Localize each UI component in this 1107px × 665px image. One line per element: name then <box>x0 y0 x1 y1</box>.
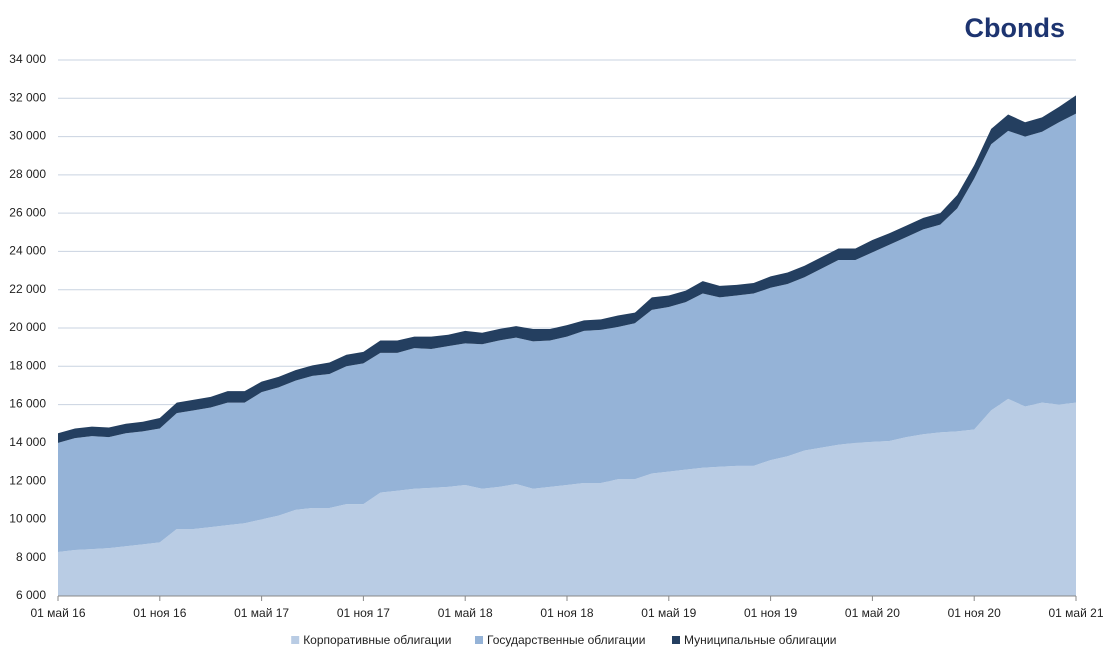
logo: Cbonds <box>965 13 1066 43</box>
legend-label: Муниципальные облигации <box>684 633 837 647</box>
legend: Корпоративные облигации Государственные о… <box>291 633 837 647</box>
y-tick-label: 22 000 <box>9 282 46 296</box>
y-tick-label: 18 000 <box>9 358 46 372</box>
x-tick-label: 01 май 21 <box>1049 606 1104 620</box>
area <box>58 398 1076 596</box>
y-tick-label: 28 000 <box>9 167 46 181</box>
legend-label: Корпоративные облигации <box>303 633 451 647</box>
legend-swatch <box>291 636 300 644</box>
x-tick-label: 01 май 16 <box>31 606 86 620</box>
legend-label: Государственные облигации <box>487 633 645 647</box>
y-tick-label: 20 000 <box>9 320 46 334</box>
y-tick-label: 24 000 <box>9 244 46 258</box>
area <box>58 113 1076 552</box>
y-tick-label: 26 000 <box>9 205 46 219</box>
x-tick-label: 01 ноя 18 <box>540 606 593 620</box>
y-tick-label: 30 000 <box>9 129 46 143</box>
y-tick-label: 12 000 <box>9 473 46 487</box>
x-tick-label: 01 ноя 17 <box>337 606 390 620</box>
y-tick-label: 14 000 <box>9 435 46 449</box>
y-tick-label: 10 000 <box>9 512 46 526</box>
x-tick-label: 01 ноя 20 <box>948 606 1001 620</box>
y-tick-label: 34 000 <box>9 52 46 66</box>
x-tick-label: 01 ноя 16 <box>133 606 186 620</box>
y-tick-label: 16 000 <box>9 397 46 411</box>
x-tick-label: 01 май 20 <box>845 606 900 620</box>
x-tick-label: 01 май 18 <box>438 606 493 620</box>
x-tick-label: 01 ноя 19 <box>744 606 797 620</box>
y-tick-label: 6 000 <box>16 588 46 602</box>
legend-swatch <box>475 636 483 644</box>
x-tick-label: 01 май 19 <box>641 606 696 620</box>
y-tick-label: 8 000 <box>16 550 46 564</box>
x-tick-label: 01 май 17 <box>234 606 289 620</box>
legend-swatch <box>672 636 680 644</box>
y-tick-label: 32 000 <box>9 90 46 104</box>
